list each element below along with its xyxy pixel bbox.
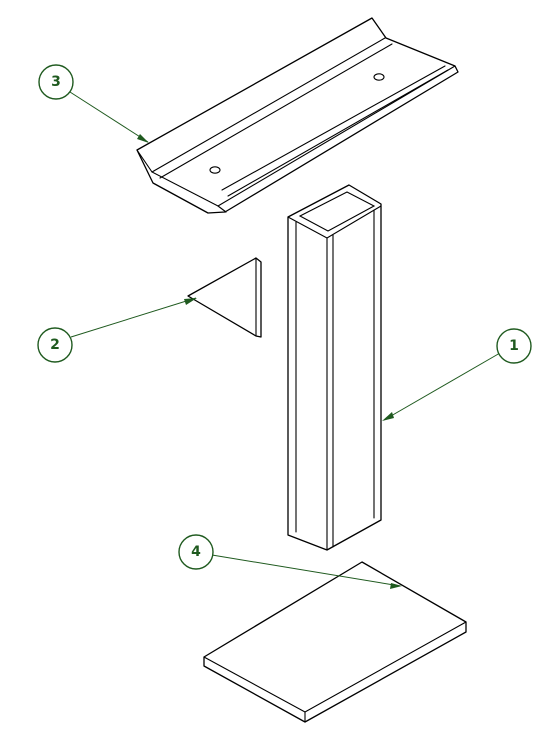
balloon-circle-1: [496, 328, 532, 364]
channel-bracket-part: [136, 17, 459, 214]
balloon-label-4: 4: [191, 544, 201, 560]
base-plate-part: [203, 561, 467, 723]
balloon-2: 2: [37, 297, 197, 363]
balloon-1: 1: [382, 328, 532, 421]
triangular-gusset-part: [187, 257, 262, 338]
leader-arrowhead-4: [390, 583, 402, 589]
balloon-4: 4: [178, 534, 402, 589]
leader-arrowhead-2: [184, 298, 197, 305]
balloon-label-1: 1: [509, 338, 519, 354]
leader-arrowhead-1: [382, 412, 394, 421]
balloon-label-2: 2: [50, 337, 60, 353]
leader-line-3: [69, 91, 149, 143]
leader-arrowhead-3: [137, 134, 149, 143]
leader-line-4: [211, 554, 401, 587]
balloon-label-3: 3: [51, 74, 61, 90]
leader-line-2: [70, 297, 197, 338]
leader-line-1: [383, 352, 501, 421]
balloon-circle-2: [37, 327, 73, 363]
balloon-circle-4: [178, 534, 214, 570]
balloon-circle-3: [38, 64, 74, 100]
balloon-3: 3: [38, 64, 149, 143]
square-tube-part: [287, 184, 382, 551]
